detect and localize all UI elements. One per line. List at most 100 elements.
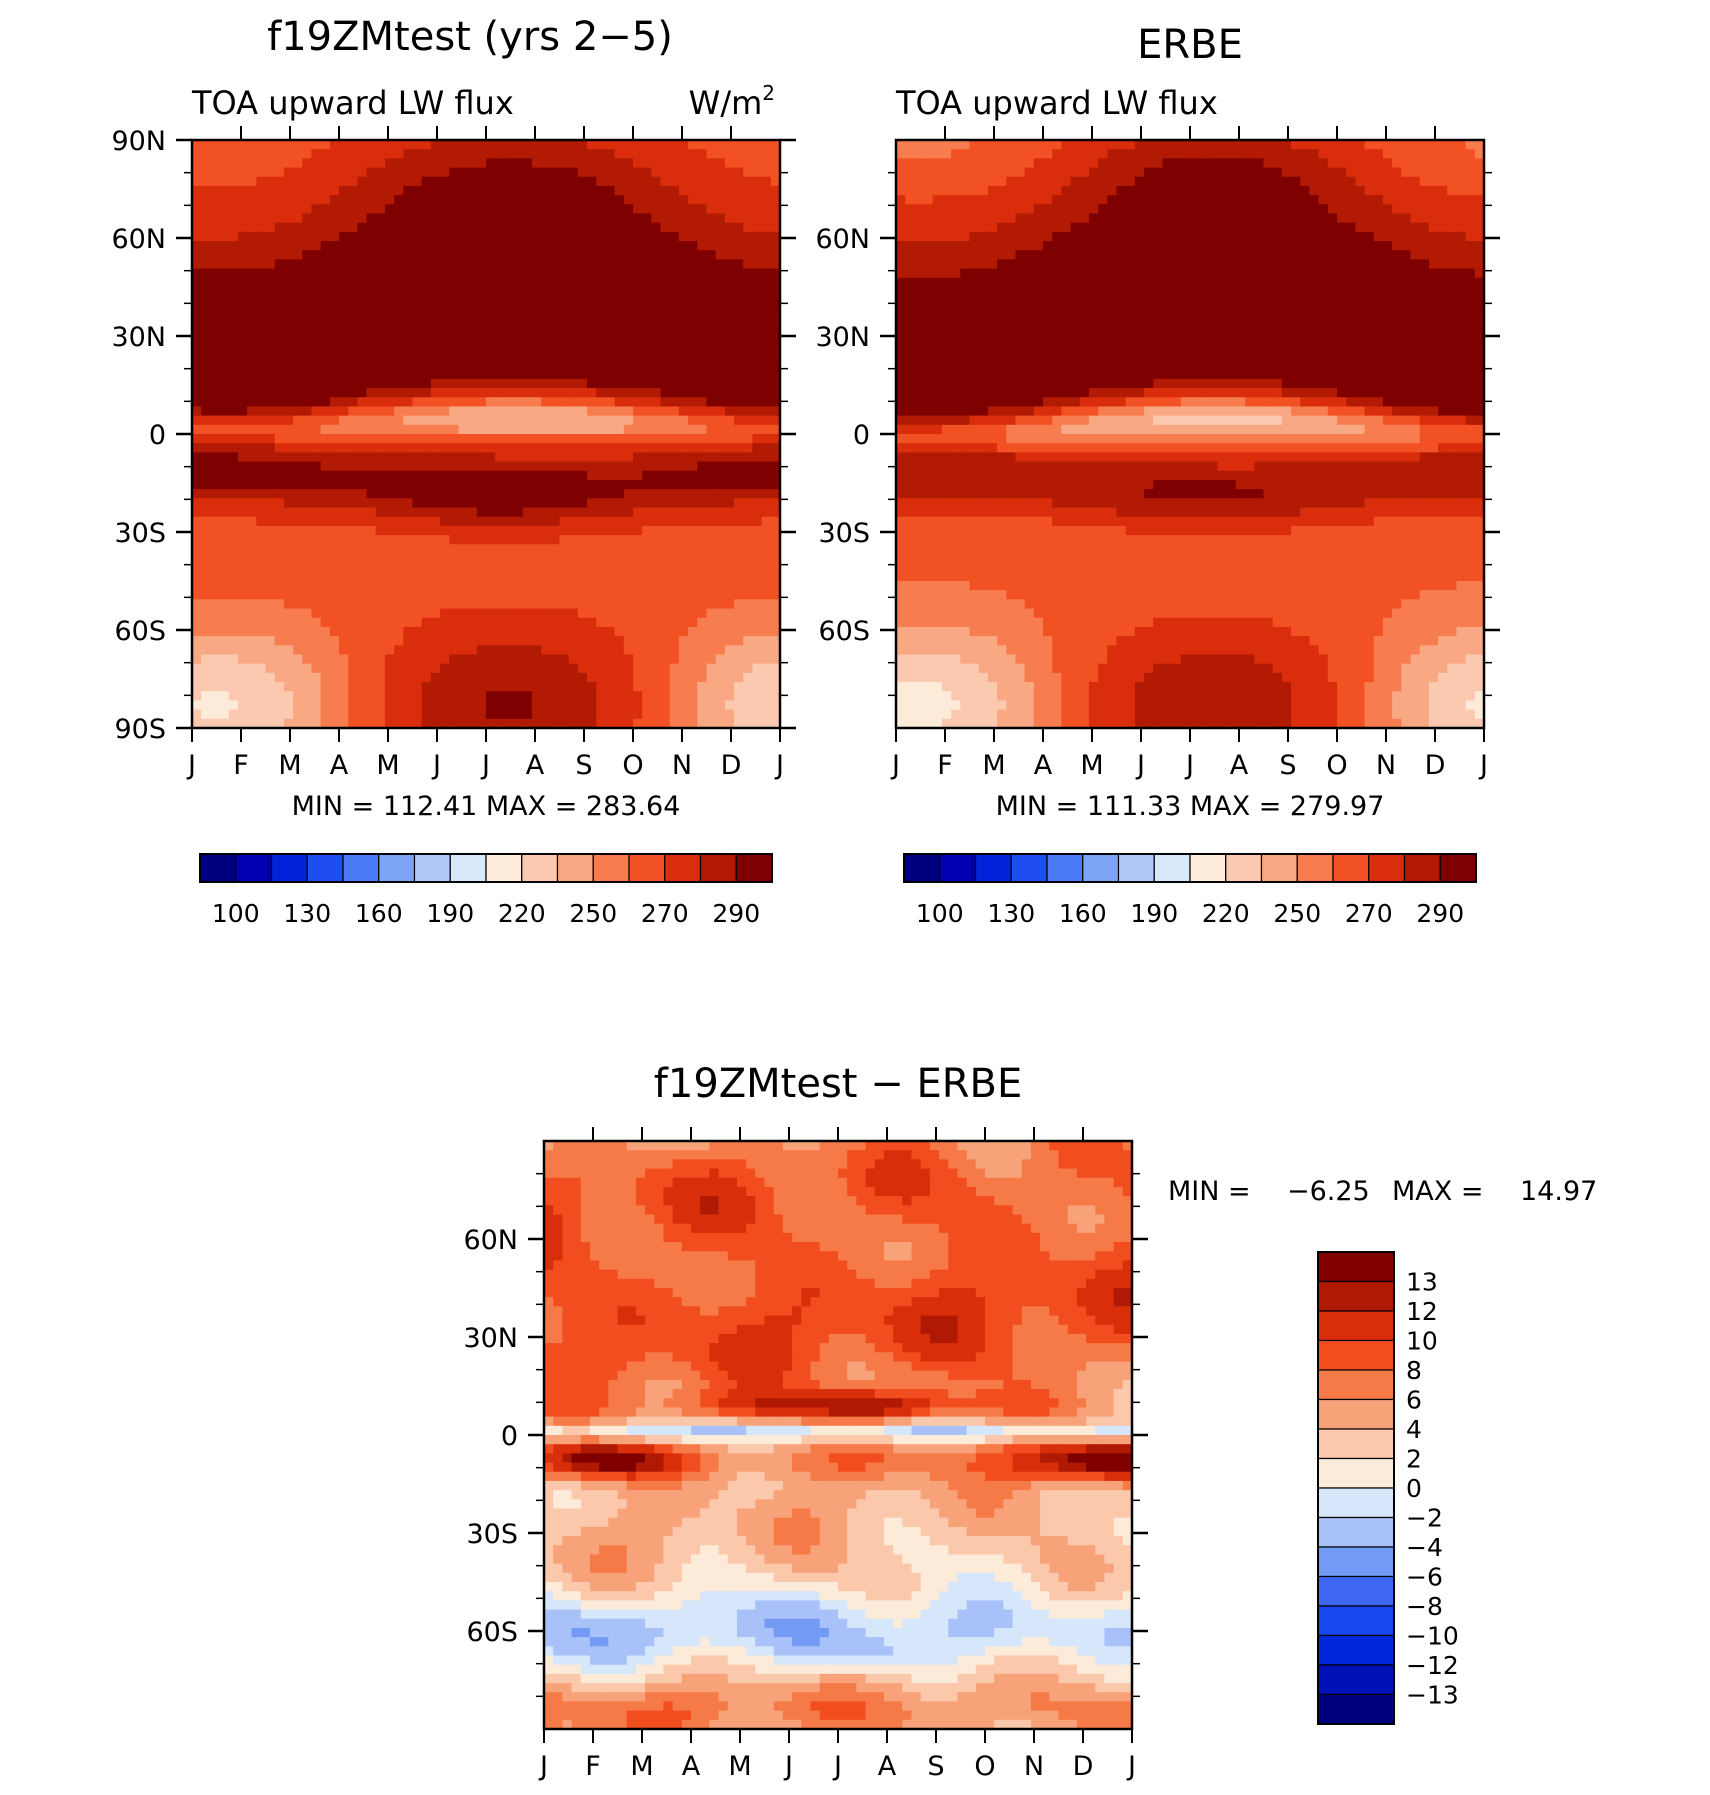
contour-cell: [357, 296, 367, 306]
contour-cell: [587, 361, 597, 371]
contour-cell: [330, 691, 340, 701]
contour-cell: [266, 489, 276, 499]
contour-cell: [1172, 149, 1182, 159]
contour-cell: [532, 177, 542, 187]
contour-cell: [1291, 140, 1301, 150]
contour-cell: [201, 315, 211, 325]
contour-cell: [1190, 241, 1200, 251]
contour-cell: [905, 204, 915, 214]
contour-cell: [1447, 149, 1457, 159]
contour-cell: [642, 324, 652, 334]
contour-cell: [311, 526, 321, 536]
contour-cell: [357, 278, 367, 288]
contour-cell: [752, 636, 762, 646]
contour-cell: [642, 618, 652, 628]
contour-cell: [385, 305, 395, 315]
contour-cell: [762, 498, 772, 508]
contour-cell: [734, 599, 744, 609]
contour-cell: [311, 572, 321, 582]
contour-cell: [220, 572, 230, 582]
contour-cell: [385, 480, 395, 490]
contour-cell: [1034, 177, 1044, 187]
contour-cell: [762, 691, 772, 701]
contour-cell: [762, 572, 772, 582]
contour-cell: [339, 269, 349, 279]
contour-cell: [403, 278, 413, 288]
contour-cell: [1227, 195, 1237, 205]
contour-cell: [1025, 149, 1035, 159]
contour-cell: [560, 535, 570, 545]
contour-cell: [256, 416, 266, 426]
contour-cell: [229, 535, 239, 545]
contour-cell: [247, 498, 257, 508]
contour-cell: [367, 627, 377, 637]
contour-cell: [523, 572, 533, 582]
contour-cell: [385, 168, 395, 178]
contour-cell: [1162, 204, 1172, 214]
contour-cell: [311, 379, 321, 389]
contour-cell: [1218, 204, 1228, 214]
contour-cell: [605, 223, 615, 233]
contour-cell: [596, 342, 606, 352]
contour-cell: [734, 563, 744, 573]
contour-cell: [725, 462, 735, 472]
contour-cell: [220, 370, 230, 380]
contour-cell: [624, 526, 634, 536]
contour-cell: [458, 278, 468, 288]
contour-cell: [587, 406, 597, 416]
contour-cell: [376, 140, 386, 150]
contour-cell: [1392, 140, 1402, 150]
contour-cell: [330, 710, 340, 720]
contour-cell: [220, 655, 230, 665]
contour-cell: [642, 425, 652, 435]
contour-cell: [688, 544, 698, 554]
contour-cell: [477, 195, 487, 205]
contour-cell: [275, 158, 285, 168]
contour-cell: [661, 269, 671, 279]
contour-cell: [357, 333, 367, 343]
contour-cell: [238, 664, 248, 674]
contour-cell: [596, 700, 606, 710]
contour-cell: [458, 443, 468, 453]
contour-cell: [1429, 168, 1439, 178]
contour-cell: [642, 186, 652, 196]
contour-cell: [596, 416, 606, 426]
contour-cell: [458, 590, 468, 600]
contour-cell: [752, 609, 762, 619]
contour-cell: [357, 425, 367, 435]
contour-cell: [532, 425, 542, 435]
contour-cell: [762, 452, 772, 462]
contour-cell: [596, 324, 606, 334]
contour-cell: [1456, 195, 1466, 205]
contour-cell: [716, 351, 726, 361]
contour-cell: [440, 563, 450, 573]
contour-cell: [1365, 204, 1375, 214]
contour-cell: [1337, 223, 1347, 233]
contour-cell: [560, 342, 570, 352]
contour-cell: [670, 691, 680, 701]
contour-cell: [752, 342, 762, 352]
contour-cell: [367, 710, 377, 720]
contour-cell: [587, 535, 597, 545]
contour-cell: [550, 599, 560, 609]
contour-cell: [707, 278, 717, 288]
contour-cell: [743, 462, 753, 472]
contour-cell: [311, 425, 321, 435]
contour-cell: [752, 195, 762, 205]
contour-cell: [376, 186, 386, 196]
contour-cell: [284, 544, 294, 554]
contour-cell: [541, 710, 551, 720]
contour-cell: [679, 700, 689, 710]
contour-cell: [1374, 168, 1384, 178]
contour-cell: [449, 342, 459, 352]
contour-cell: [651, 324, 661, 334]
contour-cell: [293, 305, 303, 315]
contour-cell: [1089, 214, 1099, 224]
contour-cell: [495, 590, 505, 600]
contour-cell: [1411, 177, 1421, 187]
contour-cell: [697, 627, 707, 637]
contour-cell: [624, 636, 634, 646]
contour-cell: [933, 186, 943, 196]
contour-cell: [394, 498, 404, 508]
contour-cell: [679, 204, 689, 214]
